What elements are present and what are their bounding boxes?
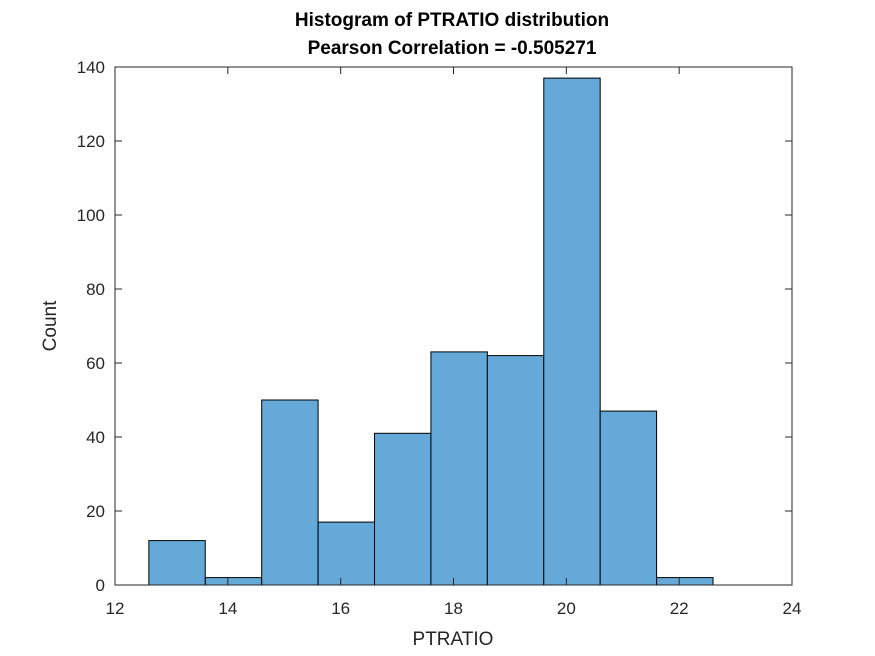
histogram-bar bbox=[543, 77, 601, 586]
histogram-bar bbox=[204, 577, 263, 586]
bars-group bbox=[148, 77, 714, 586]
histogram-bar bbox=[656, 577, 714, 586]
x-tick-label: 20 bbox=[557, 599, 576, 618]
x-tick-label: 12 bbox=[106, 599, 125, 618]
y-tick-label: 140 bbox=[77, 58, 105, 77]
y-tick-label: 80 bbox=[86, 280, 105, 299]
histogram-bar bbox=[430, 351, 488, 586]
histogram-bar bbox=[374, 432, 432, 586]
y-tick-label: 0 bbox=[96, 576, 105, 595]
x-tick-label: 22 bbox=[670, 599, 689, 618]
histogram-bar bbox=[599, 410, 658, 586]
chart-title: Histogram of PTRATIO distribution bbox=[295, 10, 609, 31]
histogram-bar bbox=[486, 355, 545, 586]
y-tick-label: 40 bbox=[86, 428, 105, 447]
y-axis-label: Count bbox=[40, 300, 61, 351]
y-tick-label: 20 bbox=[86, 502, 105, 521]
chart-subtitle: Pearson Correlation = -0.505271 bbox=[308, 38, 597, 59]
histogram-bar bbox=[317, 521, 376, 586]
histogram-bar bbox=[261, 399, 319, 586]
y-tick-label: 60 bbox=[86, 354, 105, 373]
x-tick-label: 16 bbox=[331, 599, 350, 618]
y-tick-label: 100 bbox=[77, 206, 105, 225]
plot-area-frame bbox=[114, 66, 793, 586]
x-tick-label: 18 bbox=[444, 599, 463, 618]
histogram-bar bbox=[148, 540, 206, 586]
x-tick-label: 24 bbox=[783, 599, 802, 618]
x-tick-label: 14 bbox=[218, 599, 237, 618]
y-tick-label: 120 bbox=[77, 132, 105, 151]
x-axis-label: PTRATIO bbox=[413, 629, 494, 650]
